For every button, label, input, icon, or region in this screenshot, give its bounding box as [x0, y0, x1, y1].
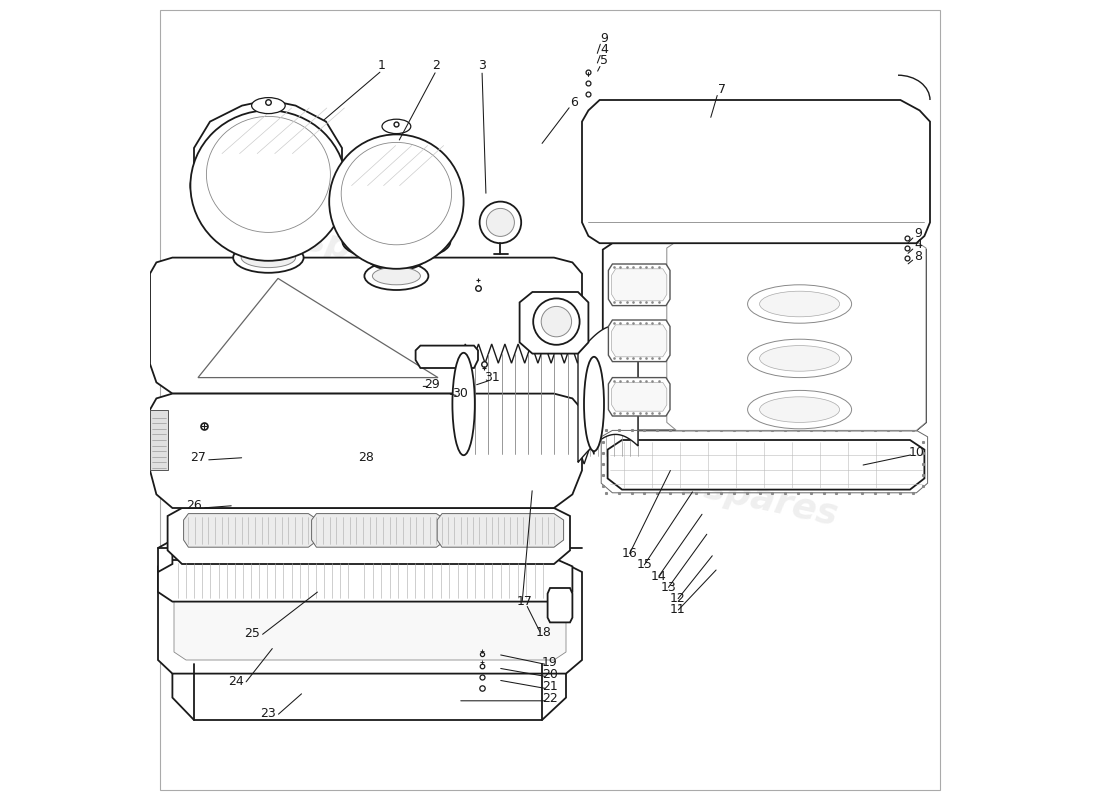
Text: 26: 26	[186, 499, 202, 512]
Text: eurospares: eurospares	[211, 204, 441, 284]
Polygon shape	[519, 292, 588, 354]
Ellipse shape	[190, 147, 346, 223]
Ellipse shape	[486, 208, 515, 237]
Polygon shape	[612, 325, 667, 357]
Ellipse shape	[373, 267, 420, 285]
Polygon shape	[194, 100, 342, 186]
Text: 20: 20	[542, 668, 558, 681]
Ellipse shape	[452, 353, 475, 455]
Text: 21: 21	[542, 680, 558, 693]
Text: 4: 4	[601, 43, 608, 56]
Text: 14: 14	[651, 570, 667, 582]
Text: 10: 10	[909, 446, 924, 458]
Ellipse shape	[342, 222, 450, 261]
Text: 23: 23	[261, 707, 276, 720]
Polygon shape	[612, 269, 667, 301]
Text: 27: 27	[190, 451, 206, 464]
Polygon shape	[150, 258, 582, 394]
Text: 2: 2	[432, 59, 440, 72]
Text: 13: 13	[660, 581, 676, 594]
Ellipse shape	[190, 110, 346, 261]
Text: 8: 8	[914, 250, 922, 262]
Ellipse shape	[364, 262, 428, 290]
Text: eurospares: eurospares	[610, 452, 842, 532]
Text: 7: 7	[718, 83, 726, 96]
Ellipse shape	[233, 242, 304, 273]
Polygon shape	[158, 540, 173, 572]
Polygon shape	[667, 242, 926, 430]
Polygon shape	[311, 514, 446, 547]
Ellipse shape	[748, 285, 851, 323]
Text: 24: 24	[229, 675, 244, 688]
Polygon shape	[150, 394, 582, 508]
Polygon shape	[462, 344, 594, 464]
Ellipse shape	[252, 98, 285, 114]
Ellipse shape	[584, 357, 604, 451]
Ellipse shape	[207, 204, 330, 248]
Ellipse shape	[760, 346, 839, 371]
Ellipse shape	[748, 339, 851, 378]
Polygon shape	[607, 440, 924, 490]
Polygon shape	[150, 410, 167, 470]
Polygon shape	[184, 514, 318, 547]
Text: 4: 4	[914, 238, 922, 251]
Text: 31: 31	[484, 371, 500, 384]
Polygon shape	[612, 382, 667, 411]
Polygon shape	[578, 326, 638, 462]
Ellipse shape	[748, 390, 851, 429]
Text: 17: 17	[517, 595, 532, 608]
Polygon shape	[608, 320, 670, 362]
Polygon shape	[167, 508, 570, 564]
Polygon shape	[608, 264, 670, 306]
Polygon shape	[158, 560, 572, 602]
Polygon shape	[173, 664, 566, 720]
Ellipse shape	[760, 291, 839, 317]
Ellipse shape	[541, 306, 572, 337]
Ellipse shape	[534, 298, 580, 345]
Ellipse shape	[382, 119, 410, 134]
Polygon shape	[608, 378, 670, 416]
Polygon shape	[158, 564, 582, 674]
Polygon shape	[603, 243, 926, 430]
Ellipse shape	[367, 245, 426, 270]
Polygon shape	[548, 588, 572, 622]
Ellipse shape	[241, 247, 296, 267]
Text: 6: 6	[570, 96, 578, 109]
Polygon shape	[174, 572, 566, 660]
Ellipse shape	[480, 202, 521, 243]
Ellipse shape	[760, 397, 839, 422]
Ellipse shape	[351, 227, 442, 256]
Text: 3: 3	[478, 59, 486, 72]
Text: 18: 18	[536, 626, 551, 638]
Text: 11: 11	[670, 603, 686, 616]
Polygon shape	[582, 100, 930, 243]
Text: 25: 25	[244, 627, 261, 640]
Text: 29: 29	[424, 378, 440, 390]
Polygon shape	[198, 278, 438, 378]
Text: 5: 5	[601, 54, 608, 67]
Polygon shape	[416, 346, 478, 368]
Text: 28: 28	[359, 451, 374, 464]
Text: 30: 30	[452, 387, 469, 400]
Text: 15: 15	[637, 558, 652, 571]
Text: 9: 9	[914, 227, 922, 240]
Text: 19: 19	[542, 656, 558, 669]
Polygon shape	[437, 514, 563, 547]
Ellipse shape	[214, 210, 322, 242]
Text: 1: 1	[378, 59, 386, 72]
Text: 16: 16	[623, 547, 638, 560]
Text: 22: 22	[542, 692, 558, 705]
Text: 12: 12	[670, 592, 686, 605]
Ellipse shape	[329, 134, 463, 269]
Text: 9: 9	[601, 32, 608, 45]
